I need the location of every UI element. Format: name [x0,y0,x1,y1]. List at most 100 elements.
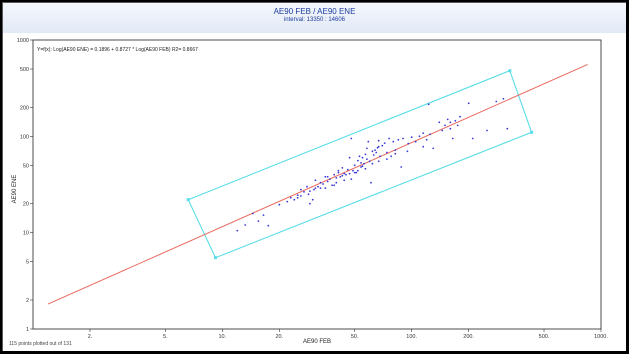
data-point [311,198,314,201]
data-point [446,118,449,121]
envelope-handle [530,130,534,134]
data-point [502,97,505,100]
data-point [286,200,289,203]
data-point [326,175,329,178]
x-axis: 2. 5. 10. 20. 50. 100. 200. 500. 1000. [88,329,608,340]
data-point [324,175,327,178]
data-point [410,136,413,139]
data-point [341,167,344,169]
data-point [486,129,488,132]
data-point [383,142,386,145]
data-point [422,145,425,148]
x-axis-label: AE90 FEB [303,339,331,345]
data-point [357,159,359,162]
data-point [394,152,397,155]
data-point [377,145,380,148]
data-point [333,173,336,176]
data-point [374,149,376,152]
data-point [372,154,375,156]
data-point [343,179,346,182]
data-point [379,155,381,158]
data-point [449,127,452,130]
data-point [429,133,431,136]
data-point [313,188,315,191]
data-point [381,144,384,147]
data-point [317,185,319,188]
data-point [306,185,308,188]
data-point [427,103,430,106]
data-point [438,121,441,124]
data-point [456,124,459,127]
y-tick-label: 100 [20,134,29,140]
data-point [360,162,362,164]
data-point [368,160,371,163]
data-point [350,137,353,140]
x-tick-label: 20. [276,334,284,340]
data-point [432,147,435,150]
data-point [296,196,299,199]
y-tick-label: 1000 [17,38,29,44]
data-point [358,155,361,158]
x-tick-label: 200. [463,334,474,340]
data-point [495,100,498,103]
data-point [406,150,409,153]
data-point [337,171,340,174]
data-point [335,177,338,179]
envelope-handle [186,198,190,202]
data-point [262,214,265,217]
data-point [331,184,333,187]
data-point [314,187,317,190]
data-point [236,229,239,232]
data-point [324,187,327,190]
data-point [300,195,302,197]
y-tick-label: 200 [20,105,29,111]
data-point [454,119,457,122]
x-tick-label: 1000. [594,334,608,340]
data-point [441,129,444,132]
data-point [314,179,317,182]
data-point [345,173,347,176]
data-point [309,190,311,193]
data-point [407,142,410,145]
data-point [386,151,388,154]
x-tick-label: 2. [88,334,93,340]
x-tick-label: 5. [163,334,168,340]
regression-layer [47,64,588,305]
data-point [348,172,351,175]
data-point [451,137,454,140]
data-point [376,146,379,149]
data-point [296,194,299,197]
y-axis: 1 2 5 10 20 50 100 200 500 1000 [17,38,33,333]
envelope-handle [213,256,217,260]
data-point [444,124,446,127]
y-tick-label: 2 [26,298,29,304]
data-point [471,137,474,140]
data-point [355,171,358,174]
x-tick-label: 10. [219,334,227,340]
data-point [392,140,395,143]
points-layer [236,97,509,232]
data-point [329,178,331,181]
data-point [364,167,367,170]
chart-subtitle: interval: 13350 : 14606 [283,17,346,23]
data-point [449,121,452,124]
data-point [377,160,380,163]
data-point [326,180,329,183]
data-point [278,203,281,206]
data-point [371,150,374,153]
data-point [390,155,393,158]
x-tick-label: 50. [351,334,359,340]
data-point [309,202,311,205]
data-point [307,193,310,196]
y-tick-label: 500 [20,67,29,73]
data-point [402,137,404,140]
data-point [366,147,368,150]
y-tick-label: 10 [23,231,29,237]
data-point [367,140,370,143]
data-point [364,153,367,156]
data-point [357,169,359,172]
data-point [422,132,425,135]
data-point [322,183,324,185]
data-point [366,158,368,161]
x-tick-label: 100. [406,334,417,340]
